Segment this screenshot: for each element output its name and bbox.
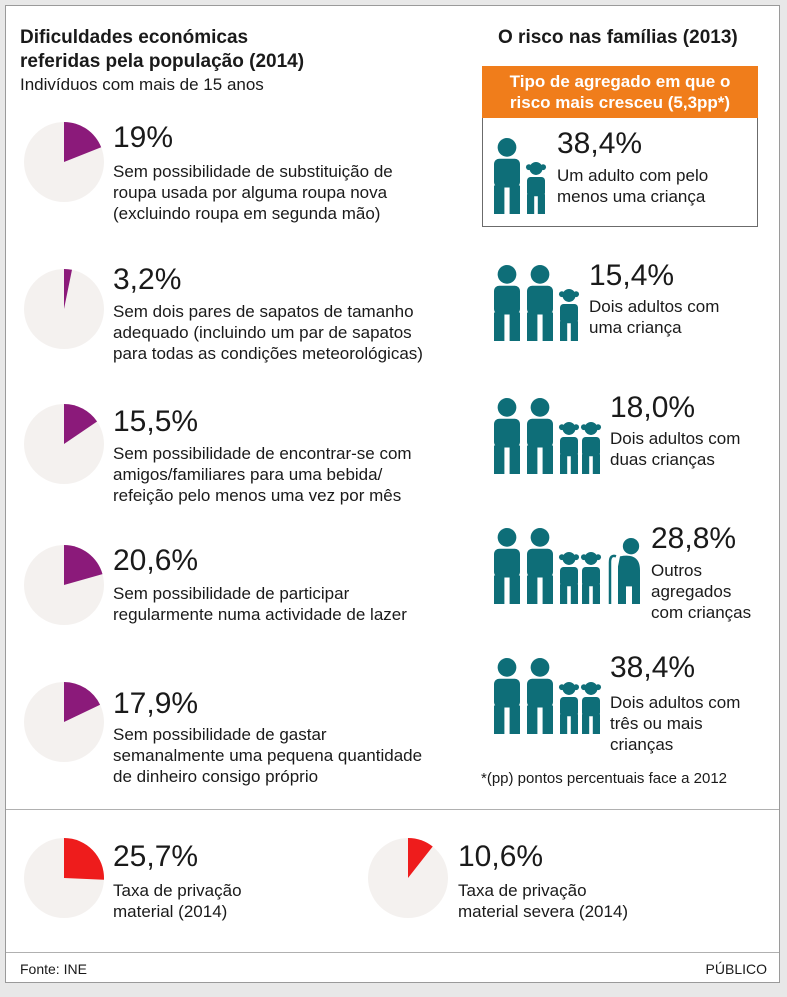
difficulty-desc-line: regularmente numa actividade de lazer <box>113 605 407 624</box>
family-desc-line: Um adulto com pelo <box>557 166 709 185</box>
family-desc-line: menos uma criança <box>557 187 706 206</box>
difficulty-pie-4 <box>24 545 104 625</box>
source: Fonte: INE <box>20 961 87 977</box>
deprivation-pct-1: 25,7% <box>113 840 199 873</box>
family-pct-1: 38,4% <box>557 127 643 160</box>
family-desc-line: Dois adultos com <box>610 429 741 448</box>
deprivation-desc-line: material severa (2014) <box>458 902 629 921</box>
family-desc-line: três ou mais <box>610 714 703 733</box>
family-icon-group-3 <box>494 398 602 474</box>
family-pct-5: 38,4% <box>610 651 696 684</box>
difficulty-desc-line: Sem possibilidade de substituição de <box>113 162 393 181</box>
highlight-banner: Tipo de agregado em que o risco mais cre… <box>482 66 758 118</box>
divider-top <box>6 809 779 810</box>
adult-figure-icon <box>527 398 553 474</box>
child-figure-icon <box>580 552 602 604</box>
deprivation-desc-line: Taxa de privação <box>113 881 242 900</box>
pie-slice <box>64 545 103 585</box>
difficulty-pie-5 <box>24 682 104 762</box>
child-figure-icon <box>525 162 547 214</box>
adult-figure-icon <box>494 658 520 734</box>
pie-slice <box>64 404 98 444</box>
pie-slice <box>64 838 105 880</box>
left-subtitle: Indivíduos com mais de 15 anos <box>20 75 264 94</box>
publisher: PÚBLICO <box>705 961 767 977</box>
family-desc-line: com crianças <box>651 603 752 622</box>
family-icon-group-2 <box>494 265 580 341</box>
difficulty-desc-line: de dinheiro consigo próprio <box>113 767 319 786</box>
difficulty-desc-line: Sem possibilidade de participar <box>113 584 350 603</box>
adult-figure-icon <box>527 528 553 604</box>
difficulty-pie-3 <box>24 404 104 484</box>
left-title-line2: referidas pela população (2014) <box>20 51 305 72</box>
pie-slice <box>64 122 102 162</box>
family-desc-line: Dois adultos com <box>589 297 720 316</box>
deprivation-pct-2: 10,6% <box>458 840 544 873</box>
family-desc-line: uma criança <box>589 318 682 337</box>
family-pct-4: 28,8% <box>651 522 737 555</box>
family-icon-group-1 <box>494 138 547 214</box>
difficulty-desc-line: para todas as condições meteorológicas) <box>113 344 423 363</box>
child-figure-icon <box>580 422 602 474</box>
adult-figure-icon <box>494 398 520 474</box>
difficulty-desc-line: (excluindo roupa em segunda mão) <box>113 204 381 223</box>
difficulty-pie-2 <box>24 269 104 349</box>
difficulty-pie-1 <box>24 122 104 202</box>
right-title: O risco nas famílias (2013) <box>498 27 738 48</box>
child-figure-icon <box>558 552 580 604</box>
family-icon-group-5 <box>494 658 602 734</box>
adult-figure-icon <box>527 265 553 341</box>
deprivation-desc-line: material (2014) <box>113 902 228 921</box>
left-title-line1: Dificuldades económicas <box>20 27 249 48</box>
footnote: *(pp) pontos percentuais face a 2012 <box>481 770 727 787</box>
adult-figure-icon <box>494 528 520 604</box>
difficulty-desc-line: Sem possibilidade de encontrar-se com <box>113 444 412 463</box>
family-desc-line: duas crianças <box>610 450 715 469</box>
difficulty-desc-line: amigos/familiares para uma bebida/ <box>113 465 383 484</box>
divider-bottom <box>6 952 779 953</box>
family-icon-group-4 <box>494 528 640 604</box>
difficulty-desc-line: refeição pelo menos uma vez por mês <box>113 486 402 505</box>
family-desc-line: agregados <box>651 582 732 601</box>
deprivation-pie-2 <box>368 838 448 918</box>
difficulty-desc-line: roupa usada por alguma roupa nova <box>113 183 388 202</box>
difficulty-desc-line: semanalmente uma pequena quantidade <box>113 746 423 765</box>
infographic-panel: Dificuldades económicas referidas pela p… <box>5 5 780 983</box>
child-figure-icon <box>580 682 602 734</box>
difficulty-pct-5: 17,9% <box>113 687 199 720</box>
pie-slice <box>408 838 433 878</box>
adult-figure-icon <box>494 265 520 341</box>
banner-line1: Tipo de agregado em que o <box>509 72 731 91</box>
elder-figure-icon <box>608 538 640 604</box>
difficulty-pct-2: 3,2% <box>113 263 182 296</box>
banner-line2: risco mais cresceu (5,3pp*) <box>509 93 731 112</box>
child-figure-icon <box>558 289 580 341</box>
pie-slice <box>64 682 101 722</box>
adult-figure-icon <box>527 658 553 734</box>
deprivation-pie-1 <box>24 838 105 918</box>
family-desc-line: Dois adultos com <box>610 693 741 712</box>
family-pct-2: 15,4% <box>589 259 675 292</box>
family-pct-3: 18,0% <box>610 391 696 424</box>
adult-figure-icon <box>494 138 520 214</box>
family-desc-line: crianças <box>610 735 674 754</box>
deprivation-desc-line: Taxa de privação <box>458 881 587 900</box>
difficulty-desc-line: Sem dois pares de sapatos de tamanho <box>113 302 414 321</box>
pie-slice <box>64 269 72 309</box>
difficulty-pct-4: 20,6% <box>113 544 199 577</box>
child-figure-icon <box>558 422 580 474</box>
difficulty-pct-3: 15,5% <box>113 405 199 438</box>
difficulty-desc-line: Sem possibilidade de gastar <box>113 725 327 744</box>
difficulty-pct-1: 19% <box>113 121 174 154</box>
child-figure-icon <box>558 682 580 734</box>
family-desc-line: Outros <box>651 561 703 580</box>
difficulty-desc-line: adequado (incluindo um par de sapatos <box>113 323 412 342</box>
